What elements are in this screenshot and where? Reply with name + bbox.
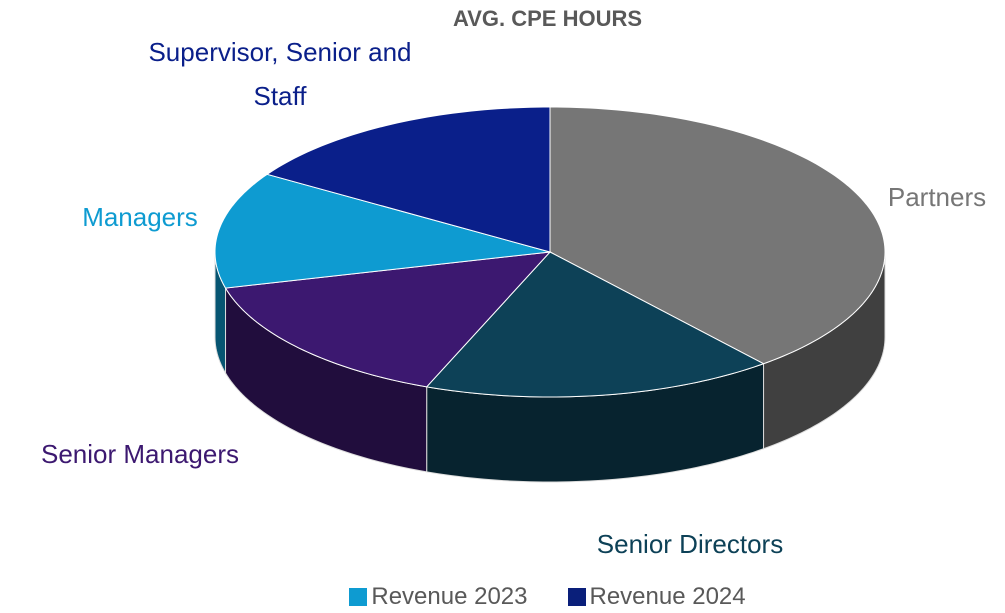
legend-label: Revenue 2024 [589,583,746,610]
legend-item: Revenue 2024 [567,583,746,611]
slice-label: Managers [82,202,198,232]
legend: Revenue 2023 Revenue 2024 [0,583,1005,611]
slice-label: Senior Managers [41,439,239,469]
slice-label: Senior Directors [596,529,784,559]
slice [214,173,551,289]
slice-label: Supervisor, Senior and Staff [148,37,412,111]
legend-swatch [567,588,586,606]
legend-swatch [349,588,368,606]
legend-item: Revenue 2023 [349,583,528,611]
chart-title: AVG. CPE HOURS [452,6,643,31]
slice [224,251,552,388]
slice-label: Partners [887,182,987,212]
slice [425,251,765,398]
slice [549,106,886,365]
legend-label: Revenue 2023 [371,583,528,610]
slice [265,106,551,253]
